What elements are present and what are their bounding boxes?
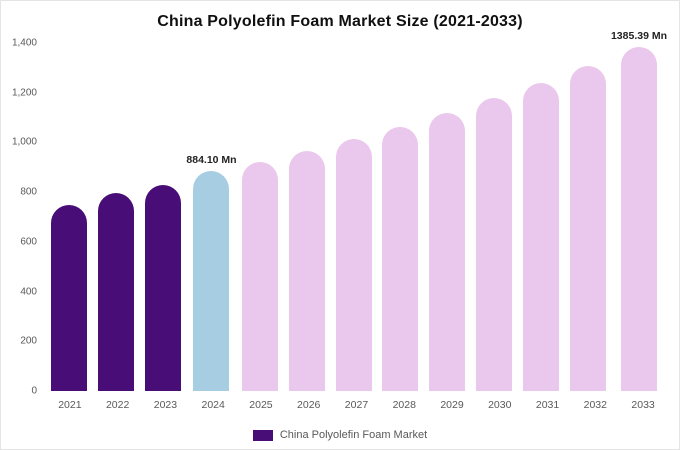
y-tick-label: 0: [31, 385, 37, 397]
bar-value-label: 1385.39 Mn: [610, 29, 668, 42]
chart-title: China Polyolefin Foam Market Size (2021-…: [157, 13, 523, 30]
bar-2022: [98, 193, 135, 391]
bar-2029: [429, 112, 466, 391]
bar-2030: [475, 98, 512, 391]
bar-2033: [620, 46, 657, 391]
y-axis: 0 200 400 600 800 1,000 1,200 1,400: [1, 38, 41, 397]
x-tick-label: 2033: [631, 399, 655, 411]
bar-2023: [144, 184, 181, 391]
x-tick-label: 2029: [440, 399, 464, 411]
x-tick-label: 2025: [249, 399, 273, 411]
plot-area: 884.10 Mn 1385.39 Mn: [46, 30, 667, 391]
y-tick-label: 1,200: [11, 87, 37, 99]
bar-value-label: 884.10 Mn: [186, 154, 237, 167]
bar-2025: [241, 161, 278, 391]
x-tick-label: 2031: [535, 399, 560, 411]
legend: China Polyolefin Foam Market: [1, 429, 679, 441]
x-tick-label: 2026: [297, 399, 321, 411]
x-tick-label: 2032: [583, 399, 607, 411]
x-tick-label: 2021: [58, 399, 82, 411]
x-tick-label: 2022: [105, 399, 130, 411]
bar-2031: [522, 83, 559, 391]
bar-slot: [283, 43, 330, 391]
bar-slot: [377, 43, 424, 391]
y-tick-label: 800: [20, 186, 37, 198]
x-tick-label: 2024: [201, 399, 225, 411]
bar-2032: [569, 66, 606, 391]
y-tick-label: 400: [20, 286, 37, 298]
x-tick-label: 2028: [392, 399, 416, 411]
y-tick-label: 200: [20, 335, 37, 347]
bar-slot: [46, 43, 93, 391]
x-tick-label: 2030: [488, 399, 512, 411]
bar-slot: [424, 43, 471, 391]
x-axis-labels: 2021 2022 2023 2024 2025 2026 2027 2028 2029 2030…: [46, 399, 667, 411]
legend-label: China Polyolefin Foam Market: [279, 429, 428, 441]
bar-slot: [93, 43, 140, 391]
bar-2028: [382, 126, 419, 391]
y-tick-label: 1,000: [11, 136, 37, 148]
bar-2027: [335, 139, 372, 391]
y-tick-label: 1,400: [11, 37, 37, 49]
legend-swatch: [252, 429, 273, 441]
bar-slot: [517, 43, 564, 391]
bar-slot: [237, 43, 284, 391]
bar-slot: [471, 43, 518, 391]
bar-slot: [564, 43, 611, 391]
x-tick-label: 2027: [344, 399, 369, 411]
bar-2026: [288, 151, 325, 391]
x-tick-label: 2023: [153, 399, 178, 411]
y-tick-label: 600: [20, 236, 37, 248]
bar-slot: 884.10 Mn: [186, 43, 237, 391]
bar-slot: 1385.39 Mn: [611, 30, 667, 391]
bar-2024: [193, 171, 230, 391]
bar-2021: [51, 205, 88, 391]
bar-slot: [330, 43, 377, 391]
bar-slot: [140, 43, 187, 391]
